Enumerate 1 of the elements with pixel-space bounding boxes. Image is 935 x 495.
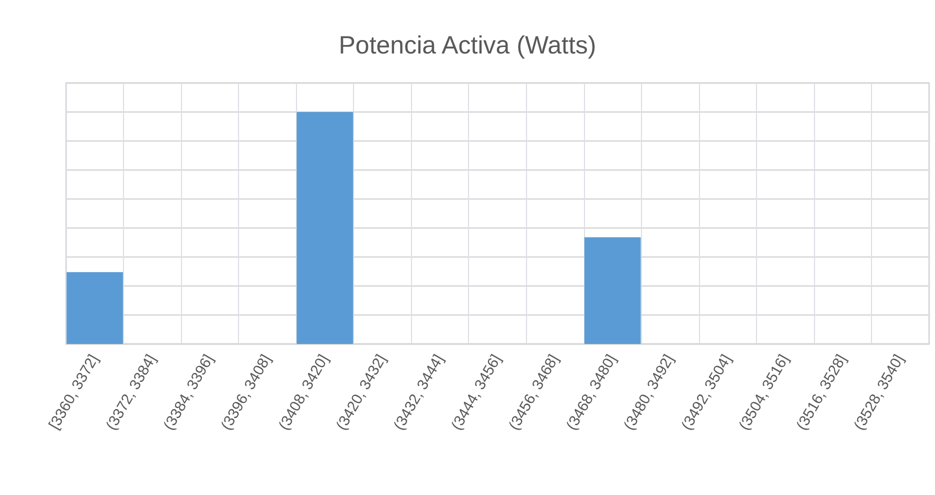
chart-title: Potencia Activa (Watts) <box>338 32 596 60</box>
